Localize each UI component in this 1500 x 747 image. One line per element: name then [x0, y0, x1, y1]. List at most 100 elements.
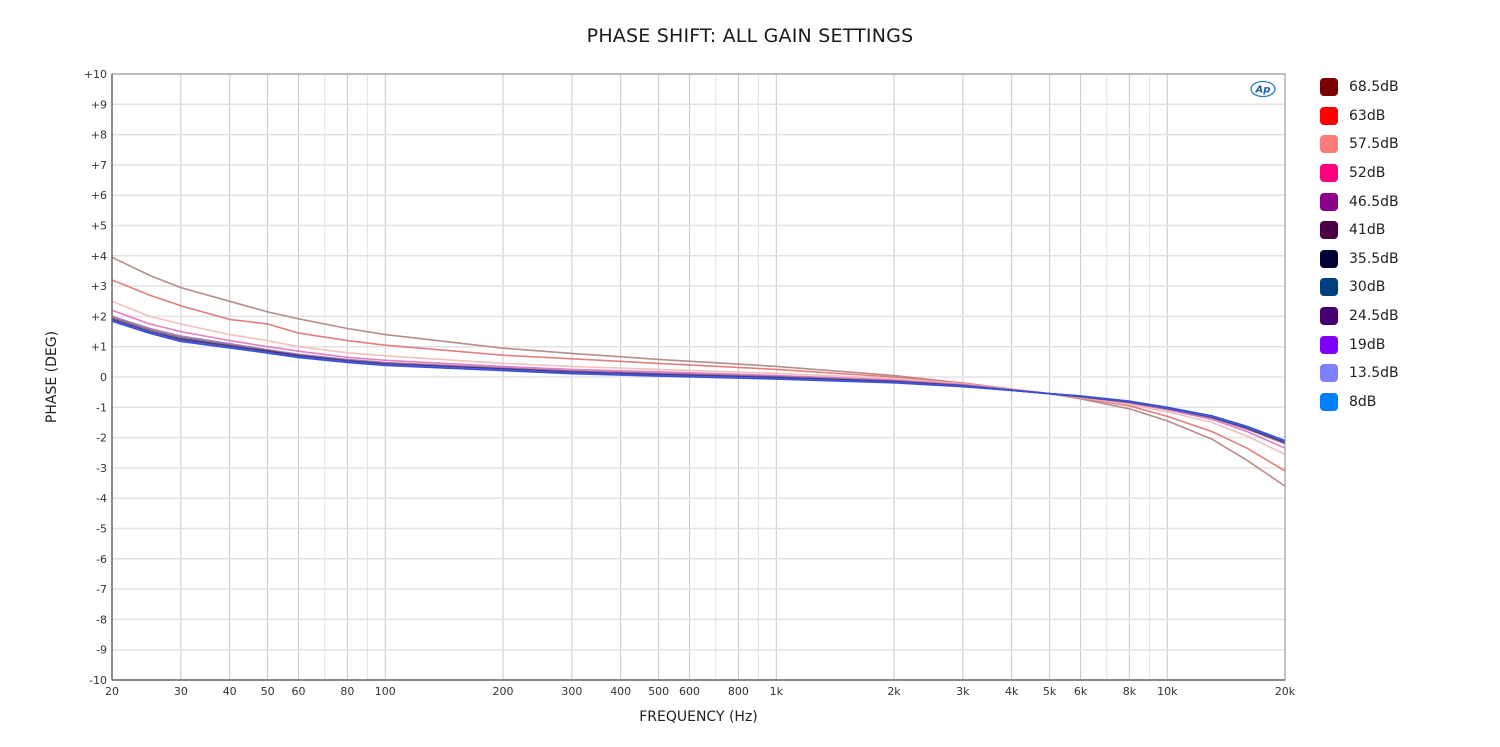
legend-swatch — [1320, 135, 1338, 154]
y-tick-label: +4 — [91, 250, 107, 263]
x-tick-label: 5k — [1043, 685, 1057, 698]
svg-text:Ap: Ap — [1255, 85, 1271, 96]
legend-label: 13.5dB — [1349, 365, 1399, 382]
x-tick-label: 3k — [956, 685, 970, 698]
legend-label: 19dB — [1349, 336, 1386, 353]
series-line-19dB — [111, 319, 1286, 442]
legend-label: 52dB — [1349, 165, 1386, 182]
x-tick-label: 8k — [1123, 685, 1137, 698]
x-axis-label: FREQUENCY (Hz) — [639, 709, 758, 725]
legend-item[interactable]: 41dB — [1320, 216, 1399, 245]
x-tick-label: 30 — [174, 685, 188, 698]
legend-label: 30dB — [1349, 279, 1386, 296]
y-tick-label: +3 — [91, 280, 107, 293]
y-tick-label: -2 — [96, 432, 107, 445]
legend-label: 8dB — [1349, 393, 1377, 410]
y-tick-label: -6 — [96, 553, 107, 566]
y-tick-label: -1 — [96, 401, 107, 414]
series-line-8dB — [111, 320, 1286, 442]
x-tick-label: 2k — [887, 685, 901, 698]
legend-label: 63dB — [1349, 107, 1386, 124]
data-curves — [111, 256, 1286, 487]
legend-label: 46.5dB — [1349, 193, 1399, 210]
y-tick-label: -4 — [96, 492, 107, 505]
y-tick-label: -5 — [96, 523, 107, 536]
series-line-46.5dB — [111, 315, 1286, 445]
series-line-13.5dB — [111, 320, 1286, 442]
series-line-41dB — [111, 317, 1286, 444]
series-line-68.5dB — [111, 256, 1286, 487]
series-line-30dB — [111, 319, 1286, 443]
x-tick-label: 10k — [1157, 685, 1178, 698]
legend-label: 41dB — [1349, 222, 1386, 239]
y-tick-label: -3 — [96, 462, 107, 475]
ap-logo-icon: Ap — [1250, 80, 1276, 98]
legend-item[interactable]: 63dB — [1320, 102, 1399, 131]
legend-swatch — [1320, 364, 1338, 383]
legend-label: 68.5dB — [1349, 79, 1399, 96]
legend-label: 24.5dB — [1349, 308, 1399, 325]
legend: 68.5dB 63dB 57.5dB 52dB 46.5dB 41dB 35.5dB 30dB… — [1320, 73, 1399, 416]
legend-item[interactable]: 13.5dB — [1320, 359, 1399, 388]
legend-label: 57.5dB — [1349, 136, 1399, 153]
legend-swatch — [1320, 392, 1338, 411]
legend-swatch — [1320, 307, 1338, 326]
y-tick-label: -10 — [89, 674, 107, 687]
legend-item[interactable]: 35.5dB — [1320, 245, 1399, 274]
legend-swatch — [1320, 335, 1338, 354]
legend-item[interactable]: 46.5dB — [1320, 187, 1399, 216]
x-tick-label: 500 — [648, 685, 669, 698]
chart-title: PHASE SHIFT: ALL GAIN SETTINGS — [586, 25, 914, 47]
legend-item[interactable]: 52dB — [1320, 159, 1399, 188]
series-line-63dB — [111, 279, 1286, 472]
y-tick-label: +9 — [91, 98, 107, 111]
x-tick-label: 300 — [561, 685, 582, 698]
legend-item[interactable]: 30dB — [1320, 273, 1399, 302]
legend-item[interactable]: 68.5dB — [1320, 73, 1399, 102]
x-tick-label: 40 — [223, 685, 237, 698]
x-tick-label: 600 — [679, 685, 700, 698]
x-tick-label: 800 — [728, 685, 749, 698]
x-tick-label: 200 — [493, 685, 514, 698]
legend-swatch — [1320, 78, 1338, 97]
legend-swatch — [1320, 278, 1338, 297]
legend-swatch — [1320, 192, 1338, 211]
y-axis-ticks: +10+9+8+7+6+5+4+3+2+10-1-2-3-4-5-6-7-8-9… — [84, 68, 107, 687]
legend-item[interactable]: 8dB — [1320, 388, 1399, 417]
y-tick-label: +8 — [91, 129, 107, 142]
x-tick-label: 50 — [261, 685, 275, 698]
series-line-57.5dB — [111, 300, 1286, 456]
y-tick-label: -8 — [96, 613, 107, 626]
y-tick-label: 0 — [100, 371, 107, 384]
y-tick-label: +6 — [91, 189, 107, 202]
x-axis-ticks: 20 30 40 50 60 80 100 200 300 400 500 600 800 1k 2k 3k 4… — [105, 685, 1296, 698]
legend-swatch — [1320, 106, 1338, 125]
x-tick-label: 6k — [1074, 685, 1088, 698]
legend-item[interactable]: 19dB — [1320, 330, 1399, 359]
series-line-35.5dB — [111, 318, 1286, 443]
y-tick-label: -9 — [96, 644, 107, 657]
legend-item[interactable]: 57.5dB — [1320, 130, 1399, 159]
series-line-52dB — [111, 309, 1286, 449]
x-tick-label: 80 — [340, 685, 354, 698]
legend-swatch — [1320, 221, 1338, 240]
y-tick-label: +1 — [91, 341, 107, 354]
x-tick-label: 60 — [292, 685, 306, 698]
plot-frame — [111, 73, 1286, 681]
x-tick-label: 400 — [610, 685, 631, 698]
x-tick-label: 20 — [105, 685, 119, 698]
y-tick-label: +5 — [91, 220, 107, 233]
y-tick-label: +7 — [91, 159, 107, 172]
legend-swatch — [1320, 249, 1338, 268]
x-tick-label: 1k — [770, 685, 784, 698]
legend-swatch — [1320, 164, 1338, 183]
x-tick-label: 4k — [1005, 685, 1019, 698]
y-tick-label: -7 — [96, 583, 107, 596]
y-tick-label: +2 — [91, 310, 107, 323]
x-tick-label: 100 — [375, 685, 396, 698]
legend-label: 35.5dB — [1349, 250, 1399, 267]
x-tick-label: 20k — [1275, 685, 1296, 698]
legend-item[interactable]: 24.5dB — [1320, 302, 1399, 331]
y-tick-label: +10 — [84, 68, 107, 81]
